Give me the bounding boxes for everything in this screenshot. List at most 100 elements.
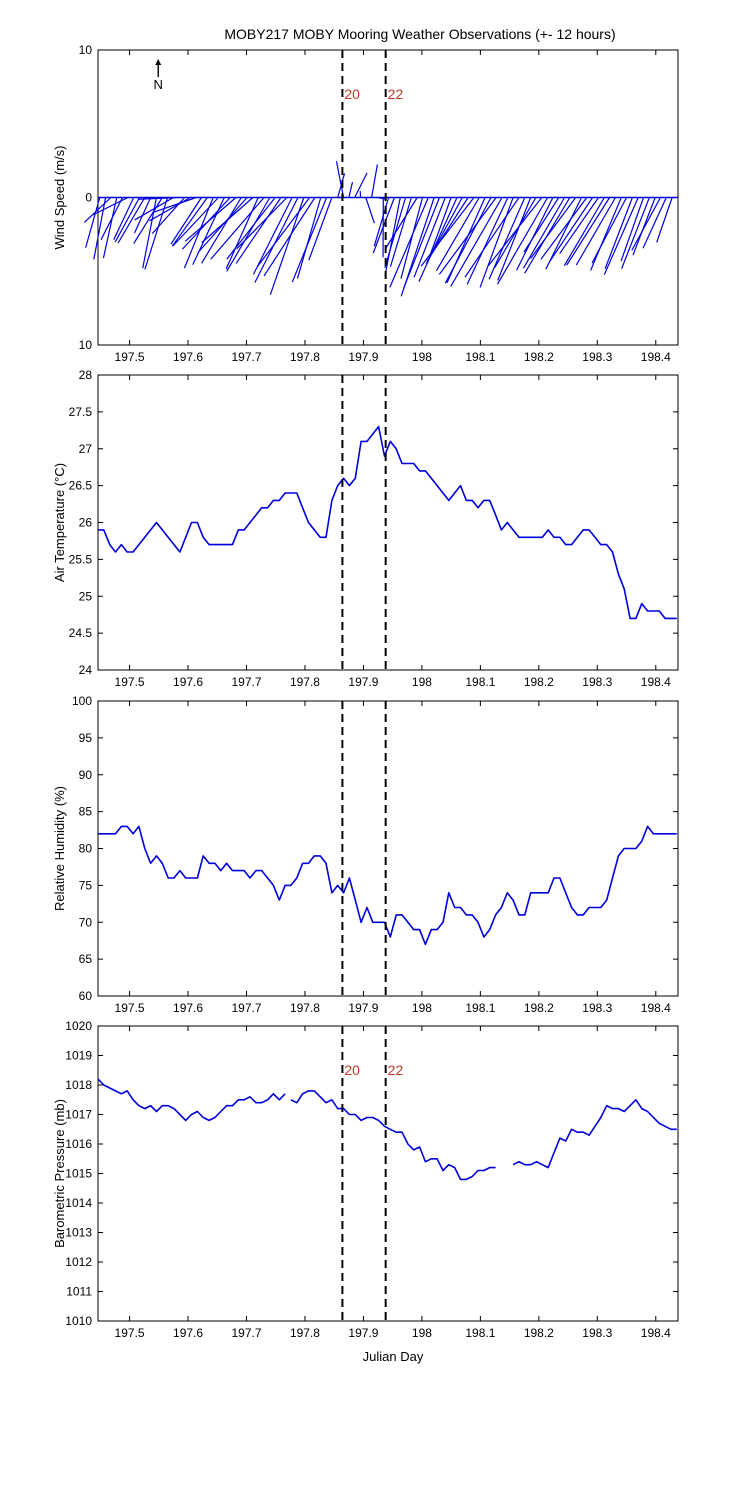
north-label: N [154, 77, 163, 92]
x-tick-label: 198.4 [641, 1326, 671, 1340]
wind-vector [590, 197, 622, 271]
wind-vector [516, 197, 554, 271]
x-tick-label: 197.8 [290, 1326, 320, 1340]
x-tick-label: 198.4 [641, 1001, 671, 1015]
wind-vector [559, 197, 599, 254]
wind-vector [252, 197, 293, 275]
x-tick-label: 197.5 [115, 1001, 145, 1015]
wind-vector [426, 197, 469, 262]
wind-vector [133, 197, 163, 244]
wind-vector [549, 197, 594, 262]
wind-vector [365, 197, 375, 224]
wind-vector [308, 197, 333, 261]
y-tick-label: 10 [79, 43, 93, 57]
wind-vector [530, 197, 577, 259]
x-tick-label: 198.2 [524, 1326, 554, 1340]
y-tick-label: 0 [85, 191, 92, 205]
x-tick-label: 198 [412, 675, 432, 689]
x-tick-label: 197.9 [348, 1001, 378, 1015]
panel-airtemp: 197.5 197.6 197.7 197.8 197.9 198 198.1 198.2 19… [52, 368, 679, 689]
wind-vector [488, 197, 526, 280]
x-tick-label: 198 [412, 1001, 432, 1015]
y-axis-label: Barometric Pressure (mb) [52, 1099, 67, 1248]
y-tick-label: 85 [79, 805, 93, 819]
x-tick-label: 198.1 [465, 350, 495, 364]
y-axis-label: Relative Humidity (%) [52, 786, 67, 911]
wind-vector [632, 197, 656, 256]
x-tick-label: 198.3 [582, 350, 612, 364]
y-tick-label: 26 [79, 516, 93, 530]
x-tick-label: 197.5 [115, 350, 145, 364]
x-tick-label: 198.3 [582, 1326, 612, 1340]
wind-vector [83, 197, 112, 223]
wind-vector [413, 197, 446, 278]
wind-vector [184, 197, 237, 242]
wind-vector [100, 197, 124, 240]
y-tick-label: 25 [79, 589, 93, 603]
x-tick-label: 198.2 [524, 1001, 554, 1015]
wind-vector [117, 197, 146, 244]
wind-vector [464, 197, 520, 278]
wind-vector [418, 197, 458, 282]
wind-vector [137, 196, 180, 200]
wind-vector [335, 161, 345, 198]
marker-label: 22 [388, 86, 404, 102]
panel-wind: 197.5 197.6 197.7 197.8 197.9 198 198.1 198.2 19… [52, 43, 679, 364]
series-line [98, 425, 677, 620]
y-tick-label: 1013 [65, 1226, 92, 1240]
wind-vector [236, 197, 288, 250]
wind-vector [429, 197, 452, 255]
wind-vector [377, 196, 386, 200]
wind-vector [170, 197, 202, 245]
wind-vector [466, 197, 509, 285]
y-tick-label: 1011 [66, 1285, 92, 1299]
x-tick-label: 197.7 [231, 350, 261, 364]
y-tick-label: 27.5 [69, 405, 93, 419]
wind-vector [450, 197, 503, 287]
wind-vector [354, 172, 368, 198]
x-tick-label: 198.1 [465, 1326, 495, 1340]
wind-vector [631, 197, 661, 251]
wind-vector [183, 197, 214, 269]
wind-vector [113, 197, 135, 240]
x-tick-label: 198.2 [524, 675, 554, 689]
y-tick-label: 60 [79, 989, 93, 1003]
y-tick-label: 1019 [65, 1049, 92, 1063]
wind-vector [566, 197, 611, 266]
x-tick-label: 197.6 [173, 350, 203, 364]
y-tick-label: 1010 [65, 1314, 92, 1328]
wind-vector [603, 197, 639, 275]
marker-label: 20 [344, 86, 360, 102]
axes-frame [97, 374, 679, 671]
y-tick-label: 65 [79, 952, 93, 966]
series-line [290, 1090, 496, 1181]
x-tick-label: 197.8 [290, 1001, 320, 1015]
wind-vector [522, 197, 566, 269]
wind-vector [210, 197, 265, 260]
wind-vector [348, 182, 354, 198]
x-tick-label: 197.6 [173, 675, 203, 689]
y-tick-label: 10 [79, 338, 93, 352]
y-tick-label: 70 [79, 915, 93, 929]
x-tick-label: 198.4 [641, 675, 671, 689]
x-tick-label: 198 [412, 350, 432, 364]
wind-vector [656, 197, 673, 243]
x-tick-label: 198.3 [582, 1001, 612, 1015]
wind-vector [291, 197, 328, 283]
y-tick-label: 1012 [65, 1255, 92, 1269]
wind-vector [225, 197, 259, 270]
y-tick-label: 24.5 [69, 626, 93, 640]
panel-humidity: 197.5 197.6 197.7 197.8 197.9 198 198.1 198.2 19… [52, 694, 679, 1015]
wind-vector [102, 197, 118, 259]
wind-vector [201, 197, 242, 264]
wind-vector [226, 197, 276, 260]
wind-vector [257, 197, 311, 267]
y-tick-label: 1015 [65, 1167, 92, 1181]
y-tick-label: 1014 [65, 1196, 92, 1210]
x-tick-label: 197.6 [173, 1001, 203, 1015]
x-tick-label: 197.8 [290, 350, 320, 364]
x-tick-label: 198.1 [465, 675, 495, 689]
wind-vector [171, 197, 208, 247]
